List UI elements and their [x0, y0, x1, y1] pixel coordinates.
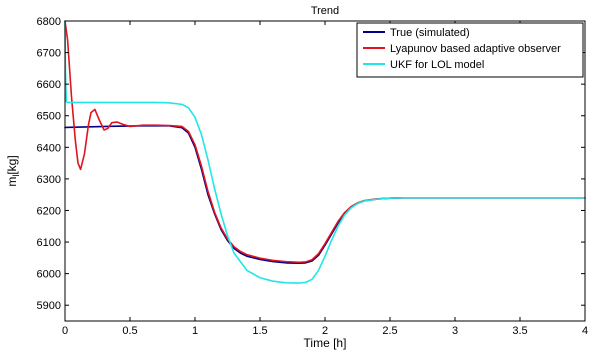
series-line-3 — [64, 20, 586, 284]
x-tick-label: 0.5 — [122, 325, 137, 337]
y-tick-label: 6400 — [37, 142, 61, 154]
x-tick-label: 3.5 — [512, 325, 527, 337]
series-layer — [64, 20, 586, 284]
y-tick-label: 6700 — [37, 48, 61, 60]
x-tick-label: 4 — [582, 325, 588, 337]
y-axis-title-unit: [kg] — [5, 155, 19, 174]
x-tick-label: 2.5 — [382, 325, 397, 337]
x-tick-label: 2 — [322, 325, 328, 337]
legend-label-3: UKF for LOL model — [390, 59, 484, 71]
y-tick-label: 6300 — [37, 174, 61, 186]
y-tick-label: 6000 — [37, 269, 61, 281]
y-axis-title: ml[kg] — [5, 155, 21, 186]
legend-label-1: True (simulated) — [390, 27, 470, 39]
legend-label-2: Lyapunov based adaptive observer — [390, 43, 561, 55]
x-axis-title: Time [h] — [304, 336, 347, 350]
y-tick-label: 6600 — [37, 79, 61, 91]
y-tick-label: 6800 — [37, 16, 61, 28]
x-tick-label: 3 — [452, 325, 458, 337]
series-line-2 — [64, 20, 586, 264]
chart-title: Trend — [311, 5, 339, 17]
x-tick-label: 1.5 — [252, 325, 267, 337]
legend-box — [356, 22, 584, 78]
y-axis-title-main: m — [5, 177, 19, 187]
x-tick-label: 1 — [192, 325, 198, 337]
y-tick-label: 6100 — [37, 237, 61, 249]
y-tick-label: 6200 — [37, 205, 61, 217]
x-tick-label: 0 — [62, 325, 68, 337]
y-axis-title-subscript: l — [11, 175, 21, 177]
y-tick-label: 5900 — [37, 300, 61, 312]
x-axis: 0 0.5 1 1.5 2 2.5 3 3.5 4 — [62, 21, 588, 337]
y-axis: 5900 6000 6100 6200 6300 6400 6500 6600 6700 6800 — [37, 16, 585, 312]
legend: True (simulated) Lyapunov based adaptive … — [356, 22, 584, 78]
y-tick-label: 6500 — [37, 111, 61, 123]
